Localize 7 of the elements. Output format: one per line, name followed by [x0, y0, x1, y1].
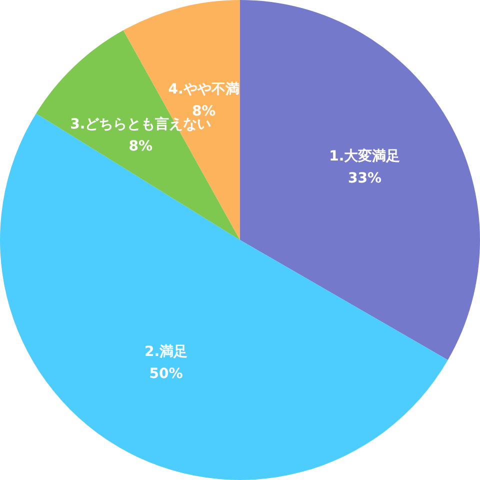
data-label: 50%	[149, 366, 183, 382]
data-label: 33%	[348, 170, 382, 187]
slice-label: 2.満足	[144, 344, 188, 360]
slice-label: 4.やや不満	[168, 81, 240, 98]
slice-label: 1.大変満足	[329, 148, 400, 165]
data-label: 8%	[192, 103, 216, 120]
data-label: 8%	[128, 138, 153, 154]
